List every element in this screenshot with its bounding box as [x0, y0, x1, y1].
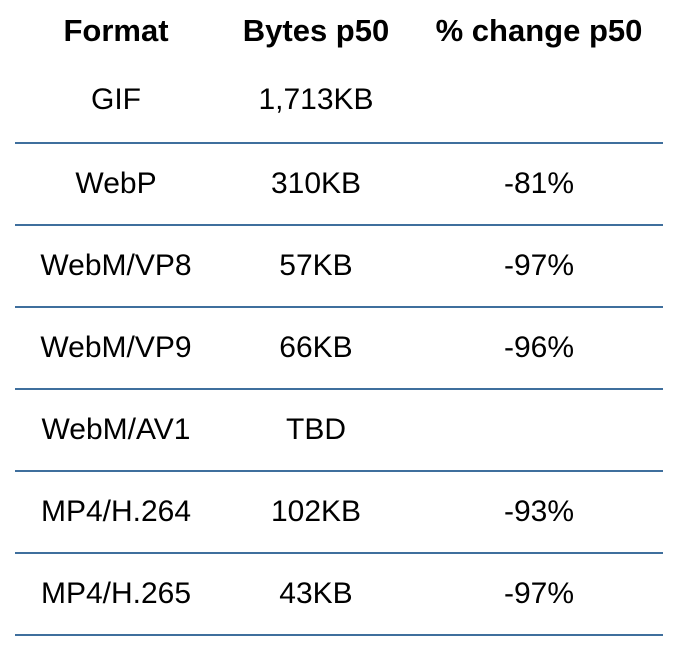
change-cell: -97%	[503, 249, 575, 282]
format-comparison-table: Format Bytes p50 % change p50 GIF 1,713K…	[15, 0, 663, 636]
bytes-cell: 102KB	[270, 495, 362, 528]
table-row: WebM/VP8 57KB -97%	[15, 226, 663, 308]
format-cell: WebP	[75, 167, 157, 200]
bytes-cell: 310KB	[270, 167, 362, 200]
format-cell: WebM/VP9	[40, 331, 192, 364]
change-cell: -81%	[503, 167, 575, 200]
table-row: WebM/AV1 TBD	[15, 390, 663, 472]
format-cell: WebM/AV1	[41, 413, 191, 446]
table-header-row: Format Bytes p50 % change p50	[15, 0, 663, 58]
table-row: WebP 310KB -81%	[15, 144, 663, 226]
table-row: MP4/H.264 102KB -93%	[15, 472, 663, 554]
table-row: MP4/H.265 43KB -97%	[15, 554, 663, 636]
column-header-format: Format	[63, 12, 169, 48]
bytes-cell: 43KB	[279, 577, 353, 610]
bytes-cell: TBD	[286, 413, 346, 446]
column-header-change: % change p50	[435, 12, 643, 48]
change-cell: -96%	[503, 331, 575, 364]
format-cell: GIF	[91, 83, 141, 116]
format-cell: MP4/H.264	[40, 495, 192, 528]
format-cell: WebM/VP8	[40, 249, 192, 282]
format-cell: MP4/H.265	[40, 577, 192, 610]
bytes-cell: 66KB	[279, 331, 353, 364]
column-header-bytes: Bytes p50	[242, 12, 390, 48]
table-row: WebM/VP9 66KB -96%	[15, 308, 663, 390]
bytes-cell: 57KB	[279, 249, 353, 282]
change-cell: -97%	[503, 577, 575, 610]
bytes-cell: 1,713KB	[258, 83, 374, 116]
table-row: GIF 1,713KB	[15, 58, 663, 144]
change-cell: -93%	[503, 495, 575, 528]
